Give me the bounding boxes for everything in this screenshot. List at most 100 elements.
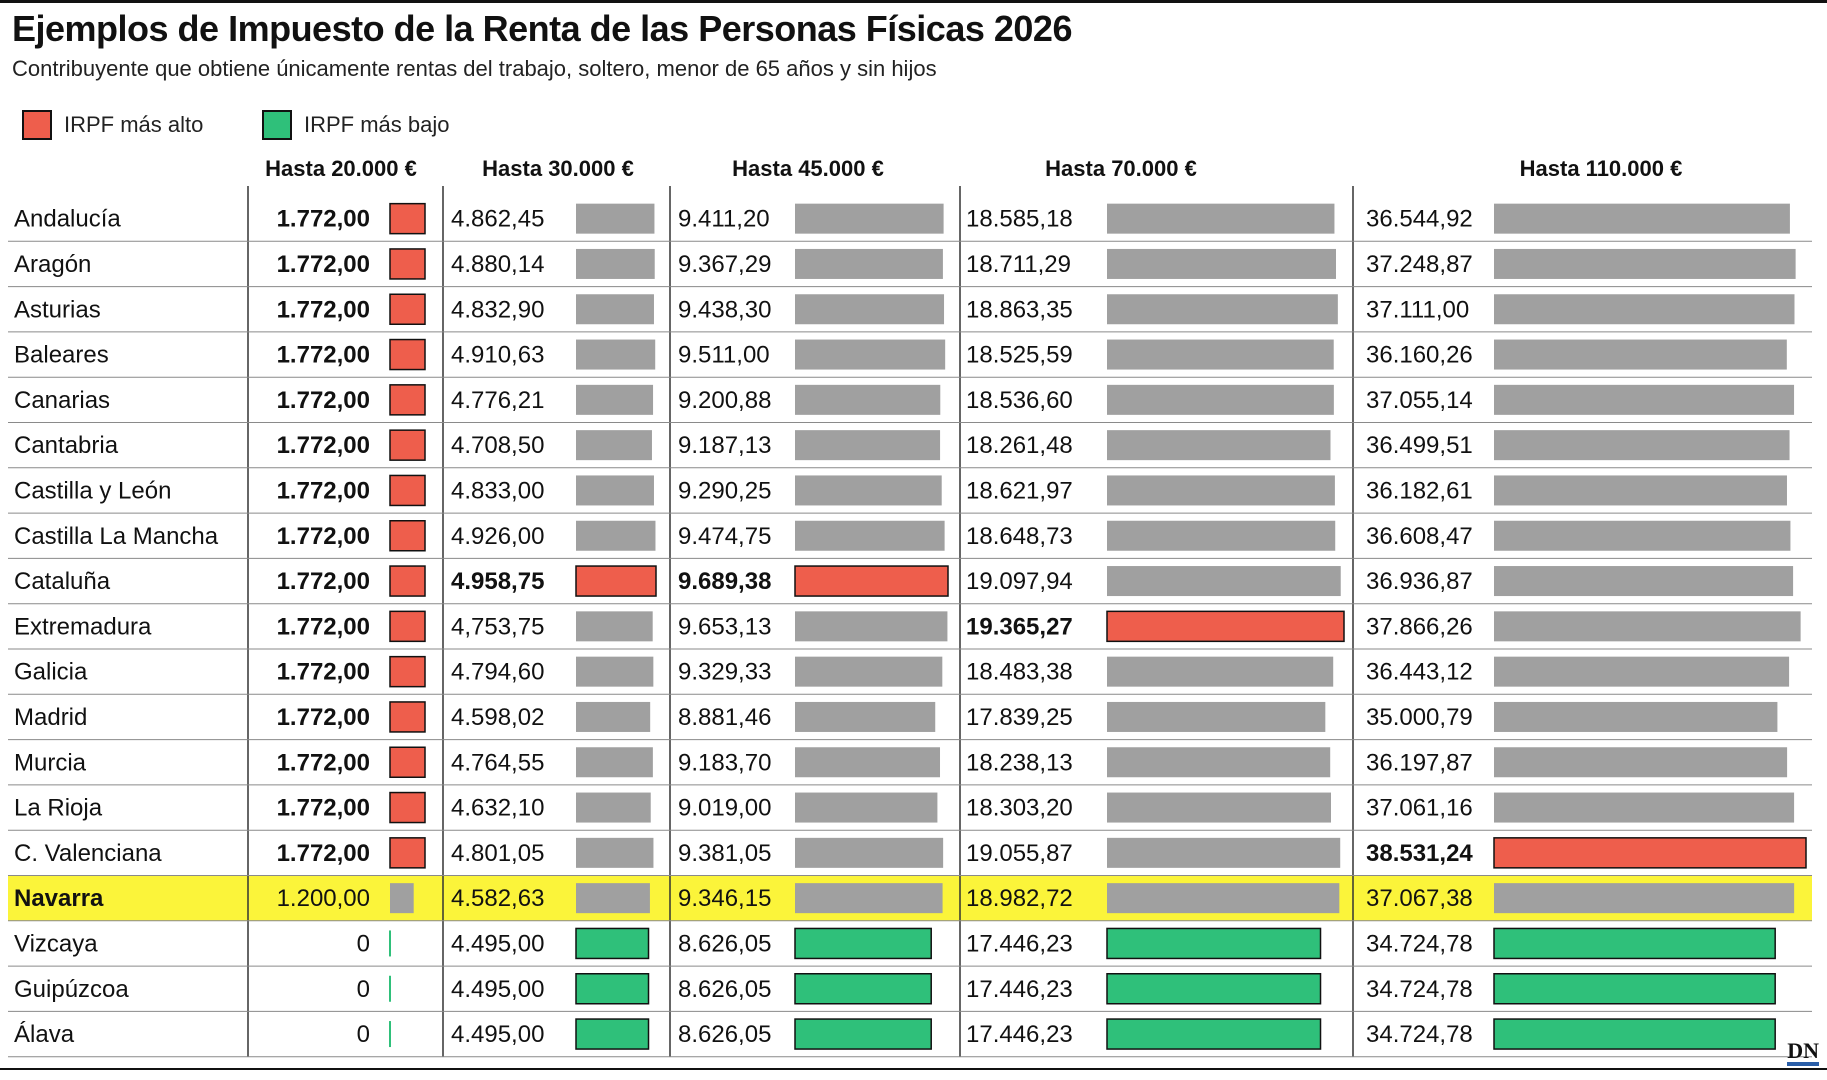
bar-mark xyxy=(389,338,426,371)
bar-mark xyxy=(1494,248,1796,279)
cell-value: 17.446,23 xyxy=(966,976,1073,1003)
bar-mark xyxy=(576,475,654,506)
bar-mark xyxy=(576,520,656,551)
bar-mark xyxy=(795,656,943,687)
row-label: Madrid xyxy=(14,704,87,731)
cell-value: 4.880,14 xyxy=(451,251,544,278)
bar-mark xyxy=(795,701,936,732)
bar-mark xyxy=(795,837,944,868)
row-label: Cantabria xyxy=(14,432,119,459)
bar-mark xyxy=(1494,430,1790,461)
cell-value: 4.801,05 xyxy=(451,840,544,867)
cell-value: 34.724,78 xyxy=(1366,976,1473,1003)
bar-mark xyxy=(575,1018,650,1050)
column-header-4: Hasta 110.000 € xyxy=(1520,156,1683,181)
bar-mark xyxy=(795,294,945,325)
row-label: Aragón xyxy=(14,251,91,278)
bar-mark xyxy=(390,883,414,914)
bar-mark xyxy=(1106,927,1322,960)
bar-mark xyxy=(1107,384,1334,415)
row-label: Galicia xyxy=(14,659,88,686)
bar-mark xyxy=(795,520,945,551)
cell-value: 1.772,00 xyxy=(277,704,370,731)
cell-value: 9.290,25 xyxy=(678,477,771,504)
column-header-3: Hasta 70.000 € xyxy=(1045,156,1197,181)
cell-value: 1.772,00 xyxy=(277,613,370,640)
bar-mark xyxy=(389,701,426,733)
cell-value: 9.511,00 xyxy=(678,342,770,369)
cell-value: 35.000,79 xyxy=(1366,704,1473,731)
bar-mark xyxy=(1107,701,1326,732)
bar-mark xyxy=(575,565,657,597)
cell-value: 18.483,38 xyxy=(966,659,1073,686)
bar-mark xyxy=(389,429,426,461)
cell-value: 18.585,18 xyxy=(966,206,1073,233)
bar-mark xyxy=(576,384,654,415)
bar-mark xyxy=(795,883,943,914)
cell-value: 37.866,26 xyxy=(1366,613,1473,640)
cell-value: 37.111,00 xyxy=(1366,296,1469,323)
cell-value: 4.794,60 xyxy=(451,659,544,686)
bar-mark xyxy=(389,746,426,778)
cell-value: 19.365,27 xyxy=(966,613,1073,640)
brand-logo: DN xyxy=(1787,1040,1819,1066)
bar-mark xyxy=(795,611,948,642)
bar-mark xyxy=(1494,611,1801,642)
chart-subtitle: Contribuyente que obtiene únicamente ren… xyxy=(12,56,937,81)
bar-mark xyxy=(1494,203,1790,234)
cell-value: 36.499,51 xyxy=(1366,432,1473,459)
bar-mark xyxy=(1494,339,1787,370)
cell-value: 18.238,13 xyxy=(966,749,1073,776)
row-label: Cataluña xyxy=(14,568,111,595)
bar-mark xyxy=(576,883,650,914)
row-label: Murcia xyxy=(14,749,87,776)
bar-mark xyxy=(1494,520,1791,551)
bottom-rule xyxy=(0,1068,1827,1070)
bar-mark xyxy=(389,384,426,416)
bar-mark xyxy=(1493,1018,1776,1050)
bar-mark xyxy=(1107,837,1341,868)
cell-value: 17.446,23 xyxy=(966,930,1073,957)
cell-value: 9.474,75 xyxy=(678,523,771,550)
cell-value: 4.582,63 xyxy=(451,885,544,912)
bar-mark xyxy=(1107,656,1334,687)
cell-value: 9.411,20 xyxy=(678,206,770,233)
cell-value: 18.261,48 xyxy=(966,432,1073,459)
bar-mark xyxy=(389,474,426,507)
row-label: Extremadura xyxy=(14,613,152,640)
bar-mark xyxy=(1494,883,1795,914)
legend-item-low: IRPF más bajo xyxy=(262,108,450,142)
cell-value: 36.608,47 xyxy=(1366,523,1473,550)
row-label: La Rioja xyxy=(14,795,103,822)
row-label: Guipúzcoa xyxy=(14,976,129,1003)
cell-value: 1.772,00 xyxy=(277,206,370,233)
bar-mark xyxy=(1107,203,1335,234)
cell-value: 4,753,75 xyxy=(451,613,544,640)
cell-value: 4.495,00 xyxy=(451,1021,544,1048)
cell-value: 9.689,38 xyxy=(678,568,771,595)
row-label: Castilla La Mancha xyxy=(14,523,219,550)
cell-value: 18.525,59 xyxy=(966,342,1073,369)
cell-value: 36.160,26 xyxy=(1366,342,1473,369)
cell-value: 1.772,00 xyxy=(277,477,370,504)
chart-title: Ejemplos de Impuesto de la Renta de las … xyxy=(12,8,1072,49)
cell-value: 1.772,00 xyxy=(277,387,370,414)
cell-value: 18.621,97 xyxy=(966,477,1073,504)
bar-mark xyxy=(389,202,426,235)
cell-value: 1.772,00 xyxy=(277,342,370,369)
cell-value: 18.648,73 xyxy=(966,523,1073,550)
bar-mark xyxy=(1106,610,1345,643)
cell-value: 4.910,63 xyxy=(451,342,544,369)
cell-value: 37.055,14 xyxy=(1366,387,1473,414)
cell-value: 4.832,90 xyxy=(451,296,544,323)
cell-value: 1.772,00 xyxy=(277,840,370,867)
bar-mark xyxy=(1493,927,1776,960)
bar-mark xyxy=(1493,837,1807,869)
cell-value: 4.495,00 xyxy=(451,976,544,1003)
cell-value: 36.443,12 xyxy=(1366,659,1473,686)
bar-mark xyxy=(794,973,932,1005)
bar-mark xyxy=(389,565,426,597)
cell-value: 9.381,05 xyxy=(678,840,771,867)
cell-value: 8.881,46 xyxy=(678,704,771,731)
